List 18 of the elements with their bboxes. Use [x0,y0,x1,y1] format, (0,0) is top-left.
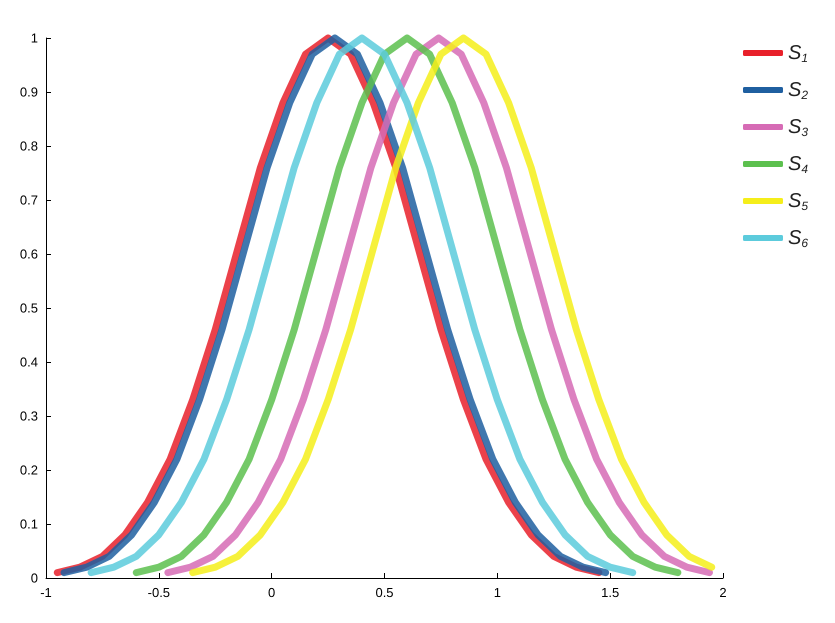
y-tick-label: 0.5 [20,300,38,316]
y-tick-label: 0.2 [20,462,38,478]
y-tick-label: 0.7 [20,192,38,208]
x-tick-label: 2 [719,585,727,600]
x-tick-label: -0.5 [148,585,170,600]
x-tick-label: -1 [40,585,52,600]
y-tick-label: 0.1 [20,516,38,532]
y-tick-label: 0.9 [20,84,38,100]
y-tick-label: 0 [30,570,38,586]
y-tick-label: 0.8 [20,138,38,154]
x-tick-label: 0 [268,585,276,600]
y-tick-label: 0.3 [20,408,38,424]
y-tick-label: 0.6 [20,246,38,262]
x-tick-label: 1 [494,585,501,600]
y-tick-label: 0.4 [20,354,38,370]
x-tick-label: 1.5 [601,585,620,600]
y-tick-label: 1 [30,30,38,46]
x-tick-label: 0.5 [375,585,394,600]
